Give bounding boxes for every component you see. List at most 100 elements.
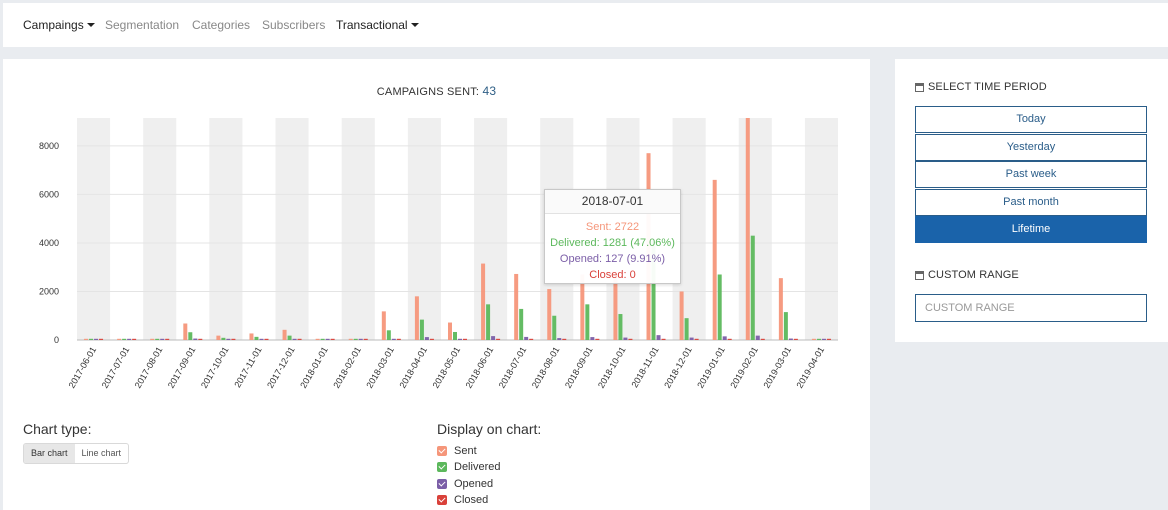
bar-opened bbox=[755, 335, 760, 340]
display-opened-label: Opened bbox=[454, 478, 494, 490]
bar-closed bbox=[463, 338, 467, 340]
x-tick-label: 2017-09-01 bbox=[166, 345, 198, 390]
bar-closed bbox=[99, 338, 104, 340]
nav-categories[interactable]: Categories bbox=[192, 18, 250, 32]
bar-delivered bbox=[717, 274, 722, 340]
bar-closed bbox=[661, 338, 666, 340]
bar-sent bbox=[348, 338, 353, 340]
bar-sent bbox=[381, 311, 386, 340]
bar-delivered bbox=[618, 314, 623, 340]
bar-sent bbox=[414, 296, 419, 340]
chart-band bbox=[738, 118, 772, 340]
bar-opened bbox=[325, 338, 330, 340]
bar-closed bbox=[529, 338, 534, 340]
bar-delivered bbox=[750, 235, 755, 340]
display-sent-checkbox[interactable]: Sent bbox=[437, 444, 477, 458]
nav-campaigns-label: Campaings bbox=[23, 18, 84, 32]
bar-opened bbox=[193, 338, 198, 340]
bar-sent bbox=[249, 333, 254, 340]
bar-delivered bbox=[353, 338, 358, 340]
display-delivered-checkbox[interactable]: Delivered bbox=[437, 460, 500, 474]
display-on-chart-label: Display on chart: bbox=[437, 421, 542, 437]
tooltip-delivered: Delivered: 1281 (47.06%) bbox=[550, 237, 675, 249]
campaigns-count: 43 bbox=[482, 84, 497, 98]
nav-segmentation[interactable]: Segmentation bbox=[105, 18, 179, 32]
bar-sent bbox=[811, 338, 816, 340]
bar-opened bbox=[689, 337, 694, 340]
nav-transactional[interactable]: Transactional bbox=[336, 18, 419, 32]
period-today-button[interactable]: Today bbox=[915, 106, 1147, 133]
bar-opened bbox=[656, 335, 661, 340]
bar-sent bbox=[117, 338, 122, 340]
chart-band bbox=[209, 118, 243, 340]
y-tick-label: 4000 bbox=[39, 238, 59, 248]
y-tick-label: 6000 bbox=[39, 189, 59, 199]
custom-range-input[interactable] bbox=[915, 294, 1147, 322]
chart-band bbox=[275, 118, 309, 340]
period-yesterday-button[interactable]: Yesterday bbox=[915, 134, 1147, 161]
top-navbar: Campaings Segmentation Categories Subscr… bbox=[3, 3, 1168, 47]
bar-delivered bbox=[486, 304, 491, 340]
tooltip-closed: Closed: 0 bbox=[589, 269, 636, 281]
x-tick-label: 2019-02-01 bbox=[728, 345, 760, 390]
bar-sent bbox=[448, 322, 452, 340]
bar-closed bbox=[727, 338, 732, 340]
x-tick-label: 2018-06-01 bbox=[464, 345, 496, 390]
bar-sent bbox=[481, 263, 486, 340]
bar-opened bbox=[94, 338, 99, 340]
bar-closed bbox=[429, 338, 434, 340]
display-closed-checkbox[interactable]: Closed bbox=[437, 493, 488, 507]
bar-sent bbox=[580, 274, 585, 340]
tooltip-opened: Opened: 127 (9.91%) bbox=[559, 253, 666, 265]
x-tick-label: 2018-12-01 bbox=[662, 345, 694, 390]
checkbox-checked-icon[interactable] bbox=[437, 462, 447, 472]
x-tick-label: 2019-01-01 bbox=[695, 345, 727, 390]
bar-delivered bbox=[453, 331, 457, 340]
bar-delivered bbox=[287, 335, 292, 340]
display-opened-checkbox[interactable]: Opened bbox=[437, 477, 493, 491]
nav-campaigns[interactable]: Campaings bbox=[23, 18, 95, 32]
bar-closed bbox=[396, 338, 401, 340]
chart-card: CAMPAIGNS SENT: 43 0 2000 4000 6000 8000 2017… bbox=[3, 59, 870, 510]
bar-closed bbox=[363, 338, 368, 340]
bar-opened bbox=[226, 338, 231, 340]
nav-transactional-label: Transactional bbox=[336, 18, 408, 32]
bar-opened bbox=[292, 338, 297, 340]
bar-delivered bbox=[155, 338, 160, 340]
y-tick-label: 0 bbox=[54, 335, 59, 345]
line-chart-button[interactable]: Line chart bbox=[81, 448, 122, 458]
bar-delivered bbox=[122, 338, 127, 340]
x-tick-label: 2018-03-01 bbox=[364, 345, 396, 390]
bar-delivered bbox=[651, 240, 656, 340]
checkbox-checked-icon[interactable] bbox=[437, 446, 447, 456]
x-tick-label: 2019-03-01 bbox=[761, 345, 793, 390]
chart-type-label: Chart type: bbox=[23, 421, 92, 437]
period-past-week-button[interactable]: Past week bbox=[915, 161, 1147, 188]
bar-sent bbox=[150, 338, 155, 340]
nav-subscribers[interactable]: Subscribers bbox=[262, 18, 325, 32]
bar-chart-button[interactable]: Bar chart bbox=[24, 444, 75, 463]
checkbox-checked-icon[interactable] bbox=[437, 479, 447, 489]
bar-sent bbox=[84, 338, 89, 340]
x-tick-label: 2018-04-01 bbox=[397, 345, 429, 390]
bar-closed bbox=[198, 338, 203, 340]
bar-opened bbox=[623, 337, 628, 340]
period-lifetime-button[interactable]: Lifetime bbox=[915, 216, 1147, 243]
caret-down-icon bbox=[86, 23, 95, 27]
bar-closed bbox=[297, 338, 302, 340]
bar-delivered bbox=[519, 308, 524, 340]
bar-opened bbox=[391, 338, 396, 340]
bar-opened bbox=[788, 338, 793, 340]
x-tick-label: 2018-09-01 bbox=[563, 345, 595, 390]
bar-opened bbox=[358, 338, 363, 340]
chart-title-label: CAMPAIGNS SENT: bbox=[376, 86, 480, 98]
bar-opened bbox=[259, 338, 264, 340]
period-past-month-button[interactable]: Past month bbox=[915, 189, 1147, 216]
chart-title: CAMPAIGNS SENT: 43 bbox=[3, 84, 870, 98]
checkbox-checked-icon[interactable] bbox=[437, 495, 447, 505]
bar-opened bbox=[722, 336, 727, 340]
bar-sent bbox=[679, 291, 684, 340]
bar-closed bbox=[826, 338, 831, 340]
x-tick-label: 2018-01-01 bbox=[298, 345, 330, 390]
bar-opened bbox=[458, 338, 462, 340]
